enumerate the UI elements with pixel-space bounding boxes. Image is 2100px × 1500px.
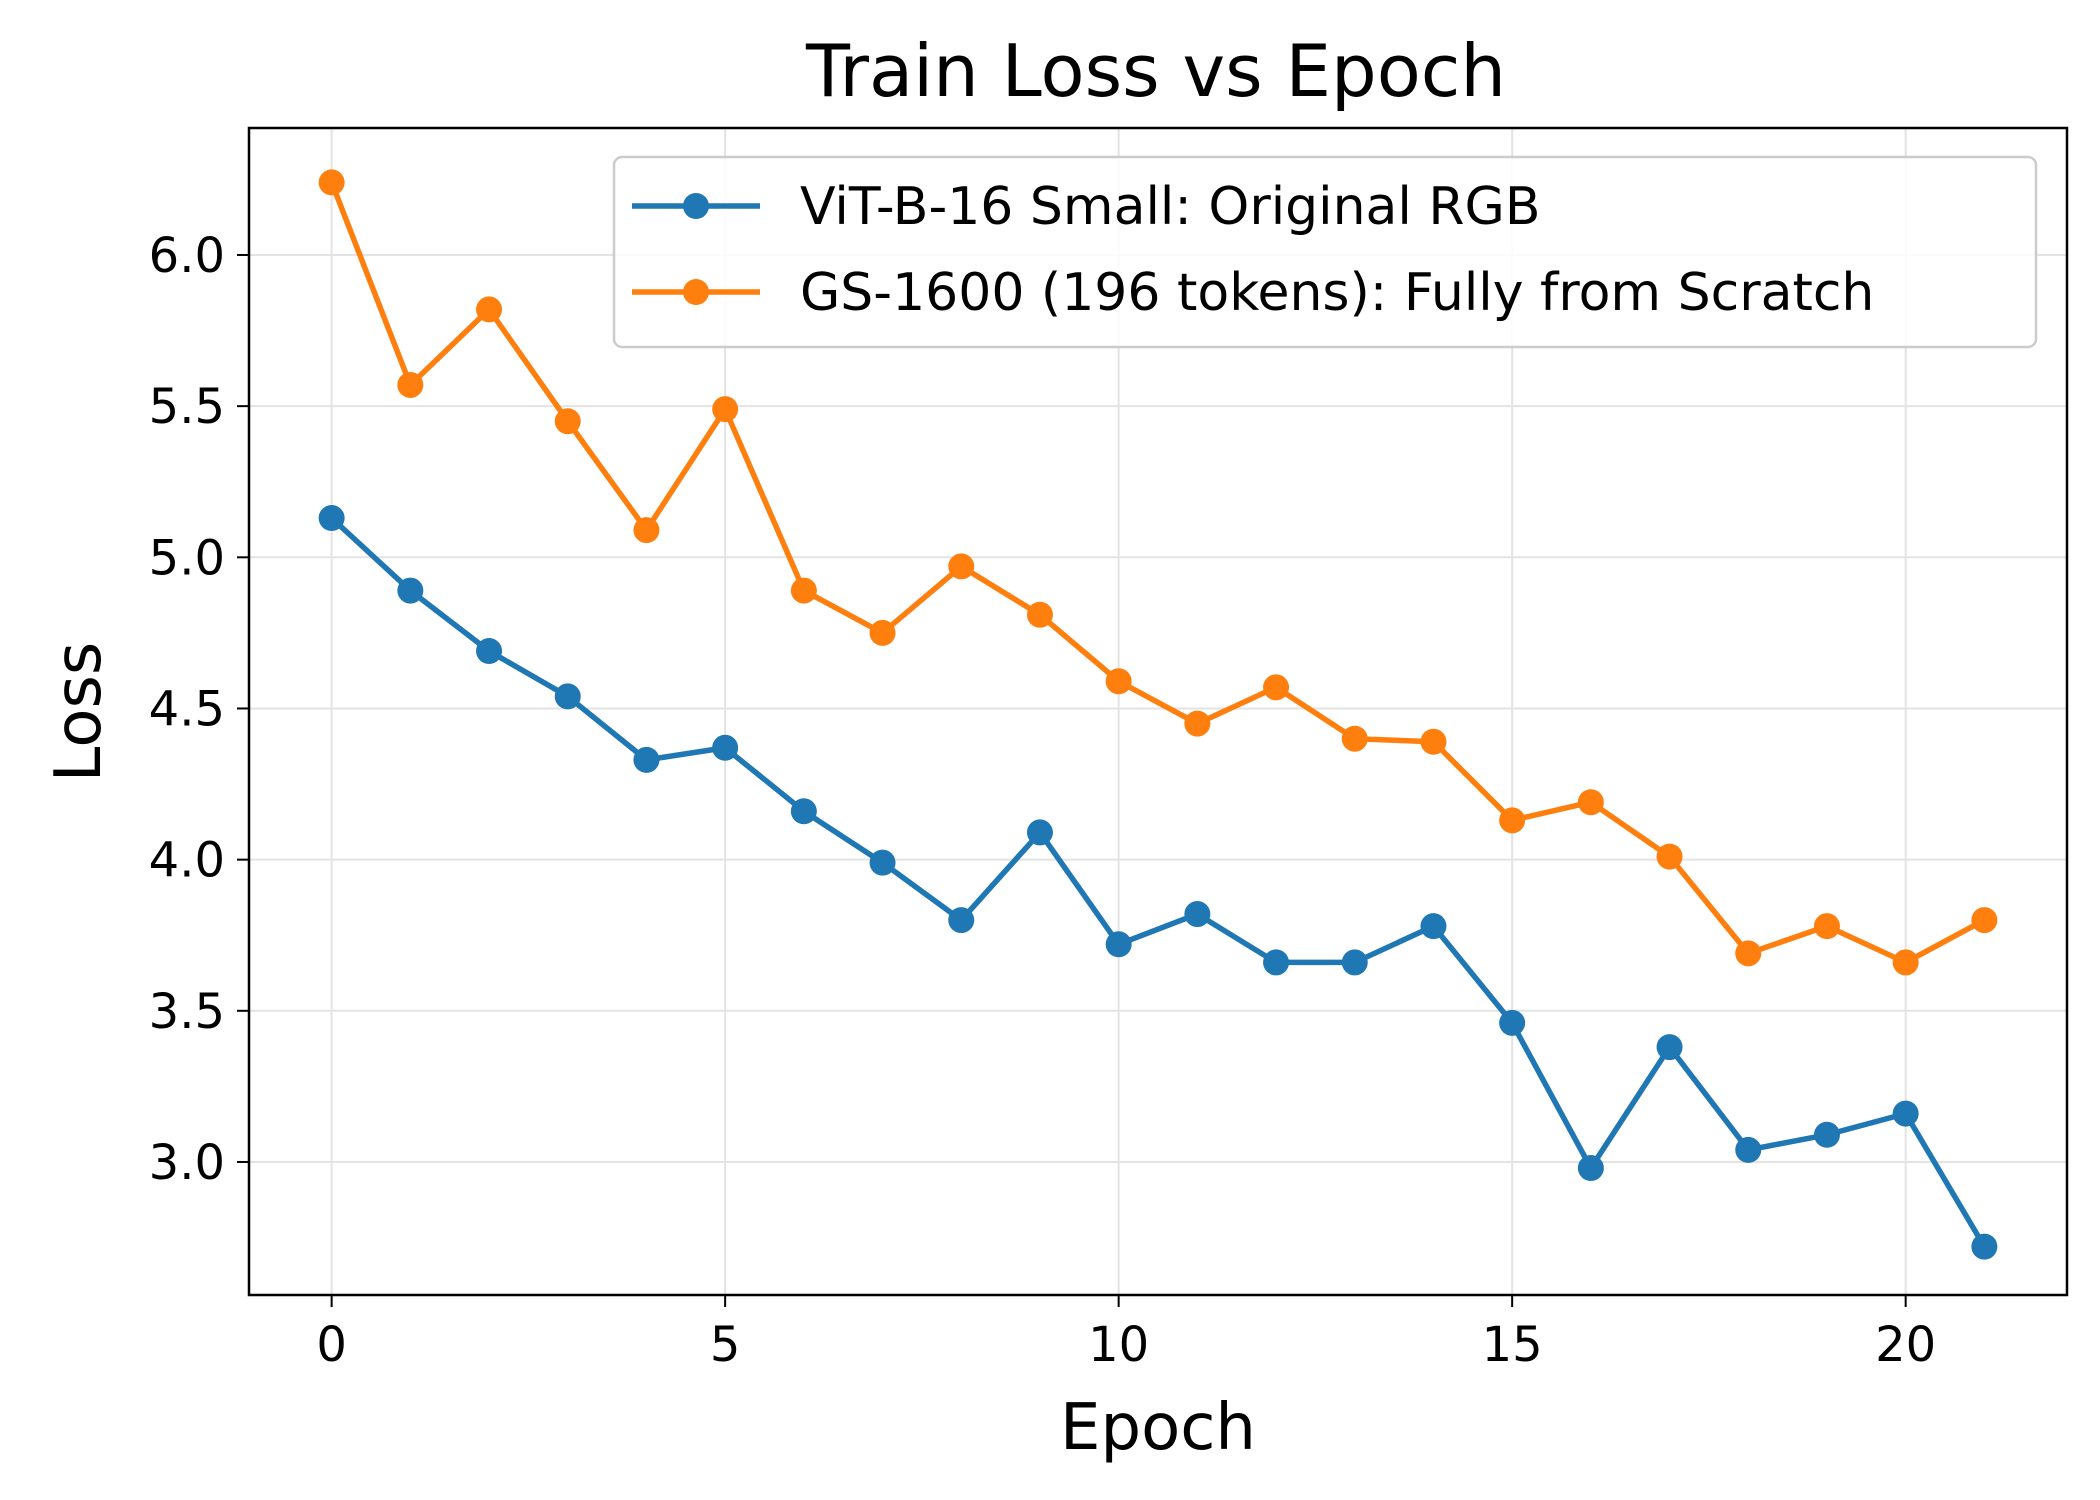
data-point — [318, 505, 345, 532]
x-tick-label: 5 — [710, 1317, 741, 1373]
y-tick-label: 6.0 — [149, 228, 225, 284]
series-line — [329, 181, 1986, 966]
data-point — [1656, 843, 1683, 870]
data-point — [790, 577, 817, 604]
y-axis-title: Loss — [42, 642, 116, 782]
data-point — [790, 798, 817, 825]
data-point — [397, 577, 424, 604]
chart-title: Train Loss vs Epoch — [805, 29, 1506, 113]
data-point — [1184, 710, 1211, 737]
legend-swatch-marker — [683, 279, 709, 305]
data-point — [318, 169, 345, 196]
x-tick-label: 15 — [1482, 1317, 1543, 1373]
data-point — [476, 296, 503, 323]
data-point — [1026, 601, 1053, 628]
data-point — [1499, 807, 1526, 834]
data-point — [948, 907, 975, 934]
data-point — [712, 734, 739, 761]
data-point — [869, 619, 896, 646]
legend-swatch-marker — [683, 193, 709, 219]
series-layer — [318, 169, 1998, 1260]
data-point — [1341, 949, 1368, 976]
y-tick-label: 3.5 — [149, 984, 225, 1040]
x-tick-label: 20 — [1875, 1317, 1936, 1373]
data-point — [1735, 1136, 1762, 1163]
data-point — [554, 408, 581, 435]
x-axis-title: Epoch — [1060, 1391, 1256, 1465]
data-point — [1105, 668, 1132, 695]
data-point — [1420, 913, 1447, 940]
x-tick-label: 0 — [316, 1317, 347, 1373]
data-point — [476, 638, 503, 665]
axes-ticks: 0 5 10 15 20 3.0 3.5 4.0 4.5 5.0 5.5 6.0 — [149, 228, 1937, 1373]
data-point — [948, 553, 975, 580]
y-tick-label: 5.5 — [149, 379, 225, 435]
y-tick-label: 5.0 — [149, 530, 225, 586]
data-point — [1577, 1155, 1604, 1182]
data-point — [712, 396, 739, 423]
data-point — [1420, 728, 1447, 755]
data-point — [1971, 1233, 1998, 1260]
data-point — [554, 683, 581, 710]
series-0 — [318, 505, 1998, 1260]
y-tick-label: 3.0 — [149, 1135, 225, 1191]
data-point — [1813, 913, 1840, 940]
data-point — [1263, 949, 1290, 976]
data-point — [1892, 1100, 1919, 1127]
plot-frame — [247, 126, 2069, 1297]
data-point — [869, 849, 896, 876]
legend-label-vit-b-16: ViT-B-16 Small: Original RGB — [800, 177, 1541, 237]
data-point — [1026, 819, 1053, 846]
data-point — [1735, 940, 1762, 967]
series-1 — [318, 169, 1998, 976]
data-point — [1499, 1009, 1526, 1036]
data-point — [633, 517, 660, 544]
x-tick-label: 10 — [1088, 1317, 1149, 1373]
legend-label-gs-1600: GS-1600 (196 tokens): Fully from Scratch — [800, 263, 1874, 323]
legend-box — [612, 155, 2038, 349]
data-point — [1184, 901, 1211, 928]
legend: ViT-B-16 Small: Original RGB GS-1600 (19… — [612, 155, 2038, 349]
y-tick-label: 4.5 — [149, 681, 225, 737]
data-point — [1341, 725, 1368, 752]
data-point — [1263, 674, 1290, 701]
data-point — [1892, 949, 1919, 976]
data-point — [1813, 1121, 1840, 1148]
data-point — [1971, 907, 1998, 934]
data-point — [633, 746, 660, 773]
data-point — [1105, 931, 1132, 958]
data-point — [397, 371, 424, 398]
series-line — [329, 515, 1987, 1249]
data-point — [1577, 789, 1604, 816]
y-tick-label: 4.0 — [149, 833, 225, 889]
data-point — [1656, 1034, 1683, 1061]
